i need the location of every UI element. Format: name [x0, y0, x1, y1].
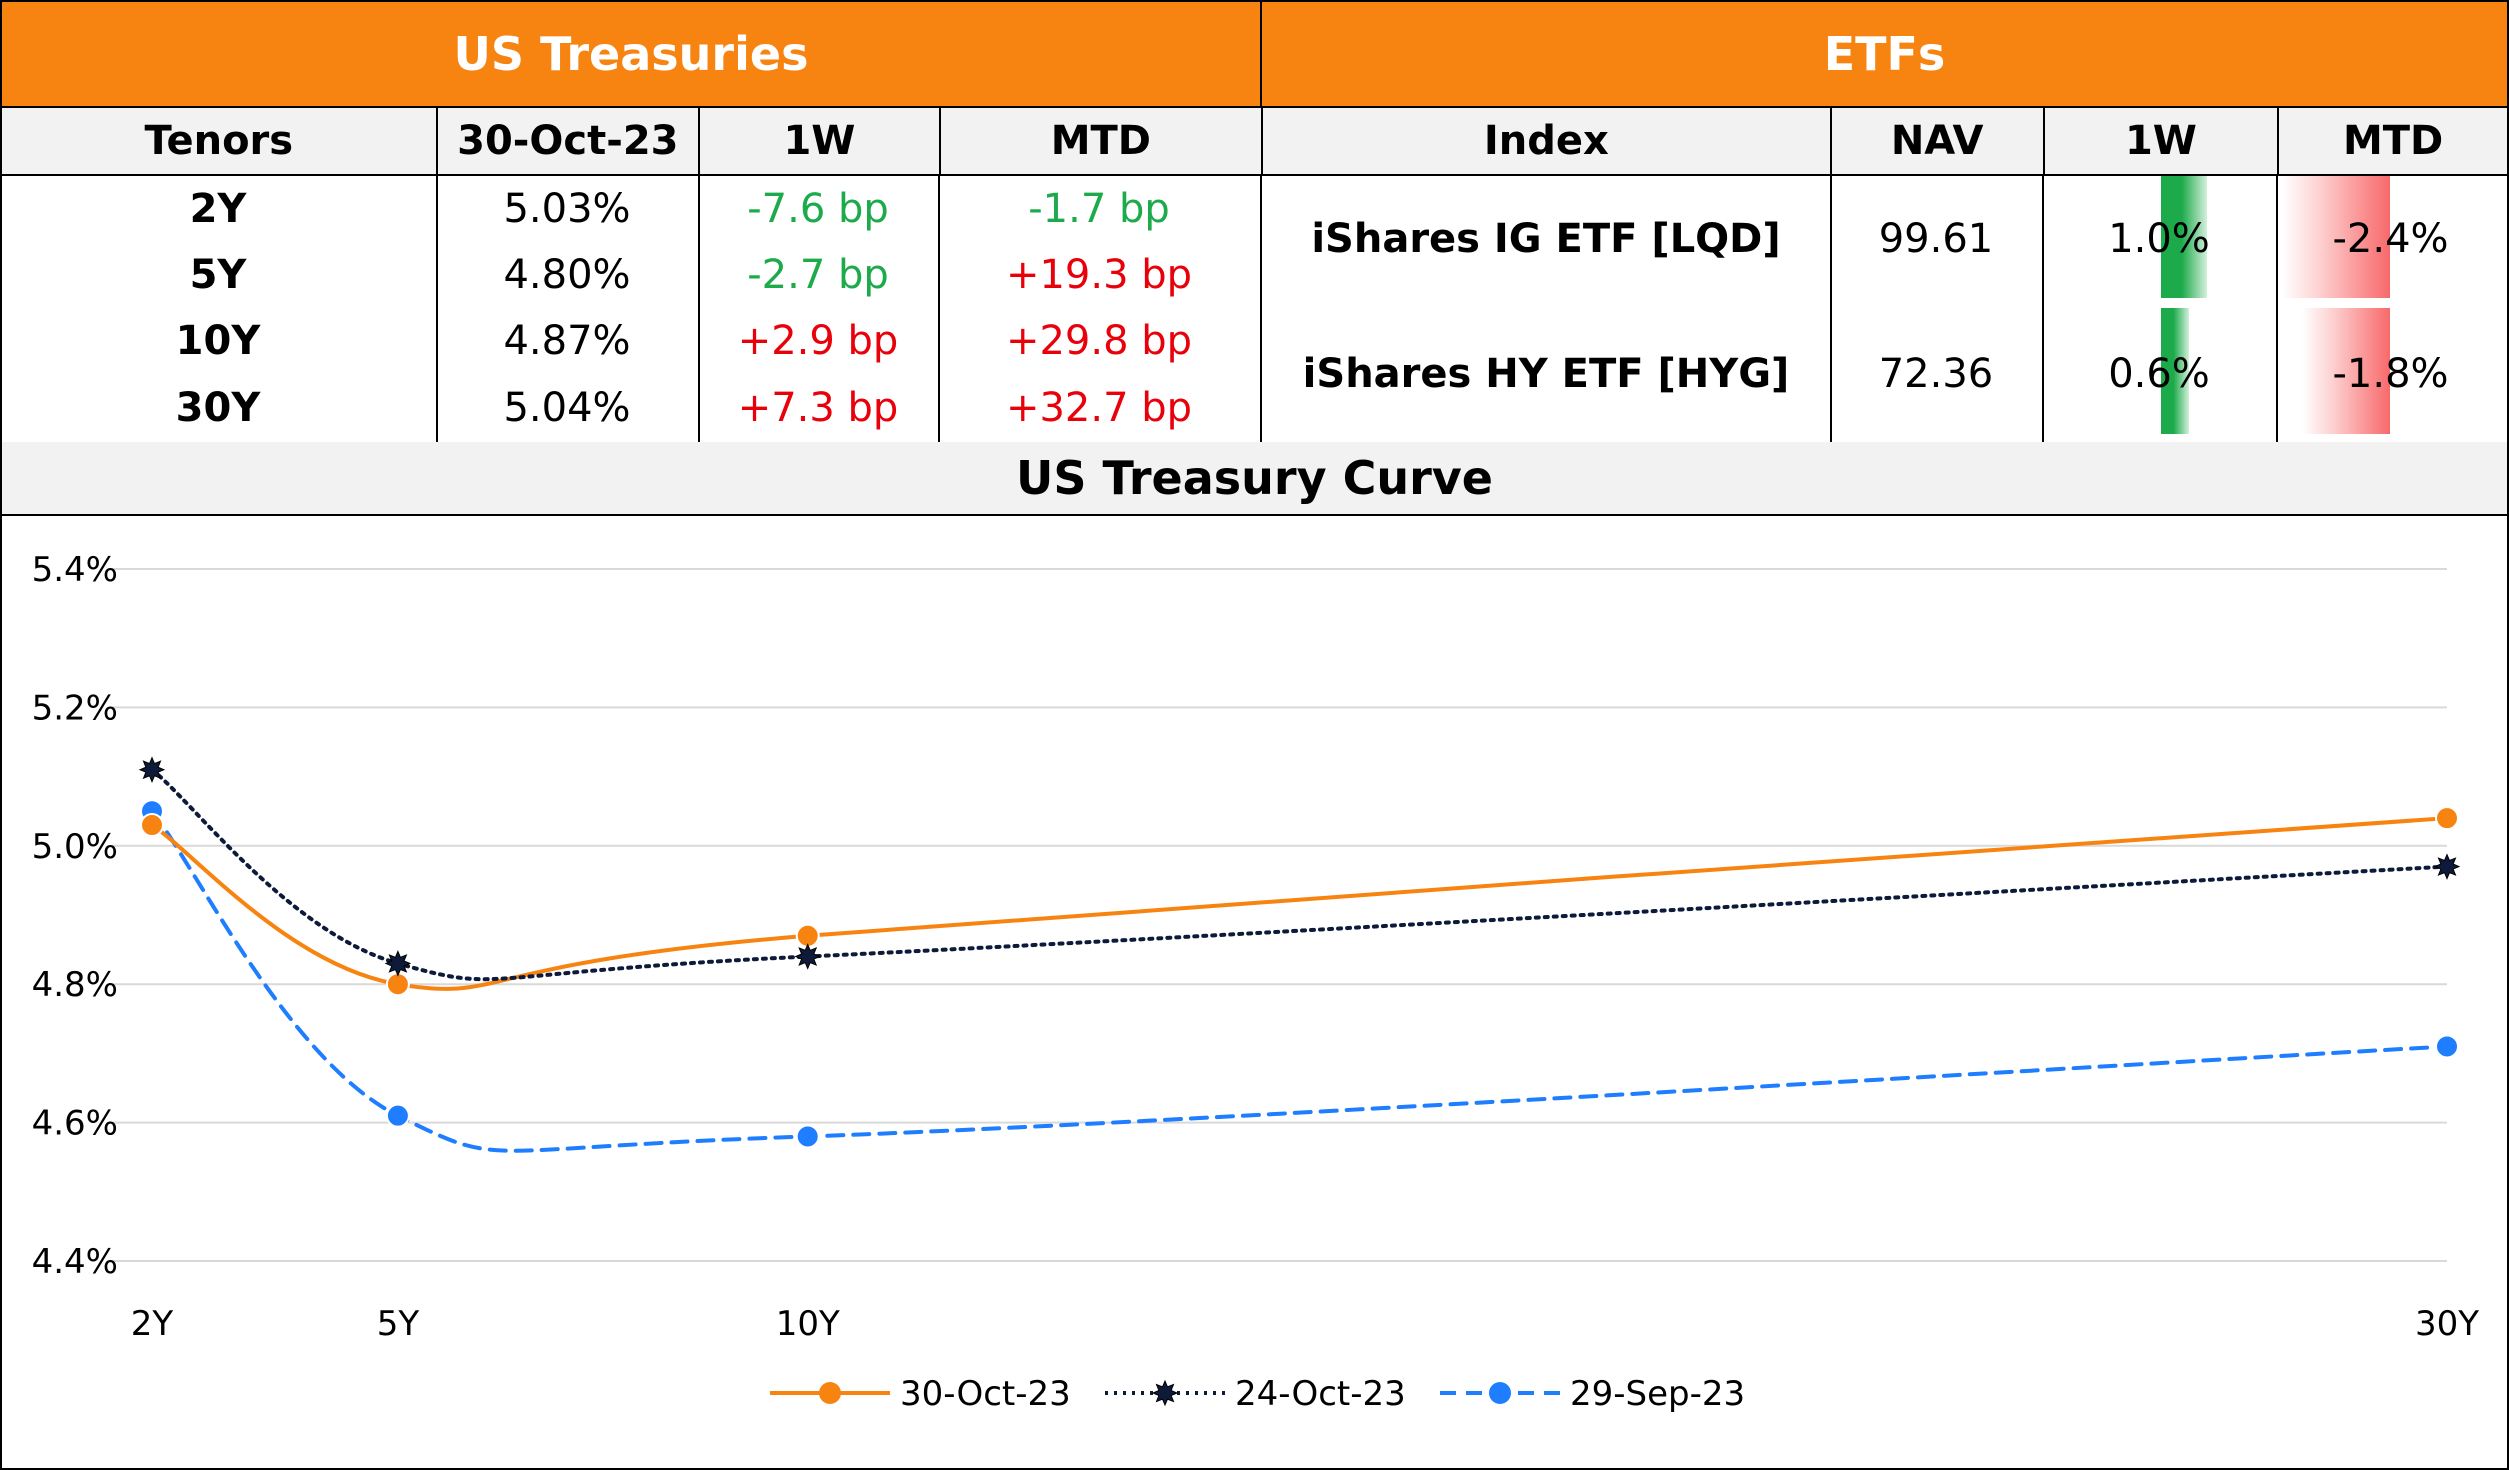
- col-header-1w: 1W: [700, 108, 941, 174]
- col-header-date: 30-Oct-23: [437, 108, 701, 174]
- databar-lqd-mtd: [2282, 176, 2390, 298]
- change-mtd-cell: -1.7 bp: [1028, 186, 1170, 232]
- tenor-cell: 2Y: [189, 186, 247, 232]
- change-1w-cell: -2.7 bp: [747, 252, 889, 298]
- col-header-etf-mtd: MTD: [2279, 108, 2507, 174]
- change-mtd-cell: +32.7 bp: [1005, 385, 1193, 431]
- etfs-header: ETFs: [1260, 0, 2509, 108]
- change-mtd-cell: +29.8 bp: [1005, 318, 1193, 364]
- treasuries-header: US Treasuries: [0, 0, 1262, 108]
- col-header-index: Index: [1262, 108, 1832, 174]
- databar-lqd-1w: [2161, 176, 2207, 298]
- tenor-cell: 30Y: [175, 385, 261, 431]
- change-1w-cell: +7.3 bp: [737, 385, 899, 431]
- yield-cell: 5.03%: [503, 186, 631, 232]
- change-1w-cell: +2.9 bp: [737, 318, 899, 364]
- col-header-etf-1w: 1W: [2044, 108, 2280, 174]
- treasury-row-2y: 2Y 5.03% -7.6 bp -1.7 bp: [0, 176, 1260, 242]
- tenor-cell: 10Y: [175, 318, 261, 364]
- yield-cell: 4.80%: [503, 252, 631, 298]
- col-header-mtd: MTD: [940, 108, 1263, 174]
- chart-title-bar: US Treasury Curve: [0, 442, 2509, 516]
- databar-hyg-1w: [2161, 308, 2189, 434]
- treasury-row-30y: 30Y 5.04% +7.3 bp +32.7 bp: [0, 374, 1260, 442]
- etf-mtd-cell: -1.8%: [2332, 351, 2449, 397]
- etf-1w-cell: 0.6%: [2108, 351, 2210, 397]
- etf-nav-cell: 72.36: [1878, 351, 1994, 397]
- etf-row-hyg: iShares HY ETF [HYG] 72.36 0.6% -1.8%: [1262, 308, 2509, 440]
- yield-cell: 5.04%: [503, 385, 631, 431]
- change-1w-cell: -7.6 bp: [747, 186, 889, 232]
- etf-nav-cell: 99.61: [1878, 216, 1994, 262]
- etf-mtd-cell: -2.4%: [2332, 216, 2449, 262]
- col-header-tenors: Tenors: [2, 108, 438, 174]
- change-mtd-cell: +19.3 bp: [1005, 252, 1193, 298]
- treasury-row-10y: 10Y 4.87% +2.9 bp +29.8 bp: [0, 308, 1260, 374]
- etf-row-lqd: iShares IG ETF [LQD] 99.61 1.0% -2.4%: [1262, 176, 2509, 302]
- chart-frame: [0, 514, 2509, 1470]
- etf-index-cell: iShares HY ETF [HYG]: [1302, 351, 1790, 397]
- databar-hyg-mtd: [2302, 308, 2390, 434]
- etf-1w-cell: 1.0%: [2108, 216, 2210, 262]
- tenor-cell: 5Y: [189, 252, 247, 298]
- etf-index-cell: iShares IG ETF [LQD]: [1311, 216, 1781, 262]
- col-header-nav: NAV: [1831, 108, 2045, 174]
- table-header-row: Tenors 30-Oct-23 1W MTD Index NAV 1W MTD: [0, 106, 2509, 176]
- yield-cell: 4.87%: [503, 318, 631, 364]
- treasury-row-5y: 5Y 4.80% -2.7 bp +19.3 bp: [0, 242, 1260, 308]
